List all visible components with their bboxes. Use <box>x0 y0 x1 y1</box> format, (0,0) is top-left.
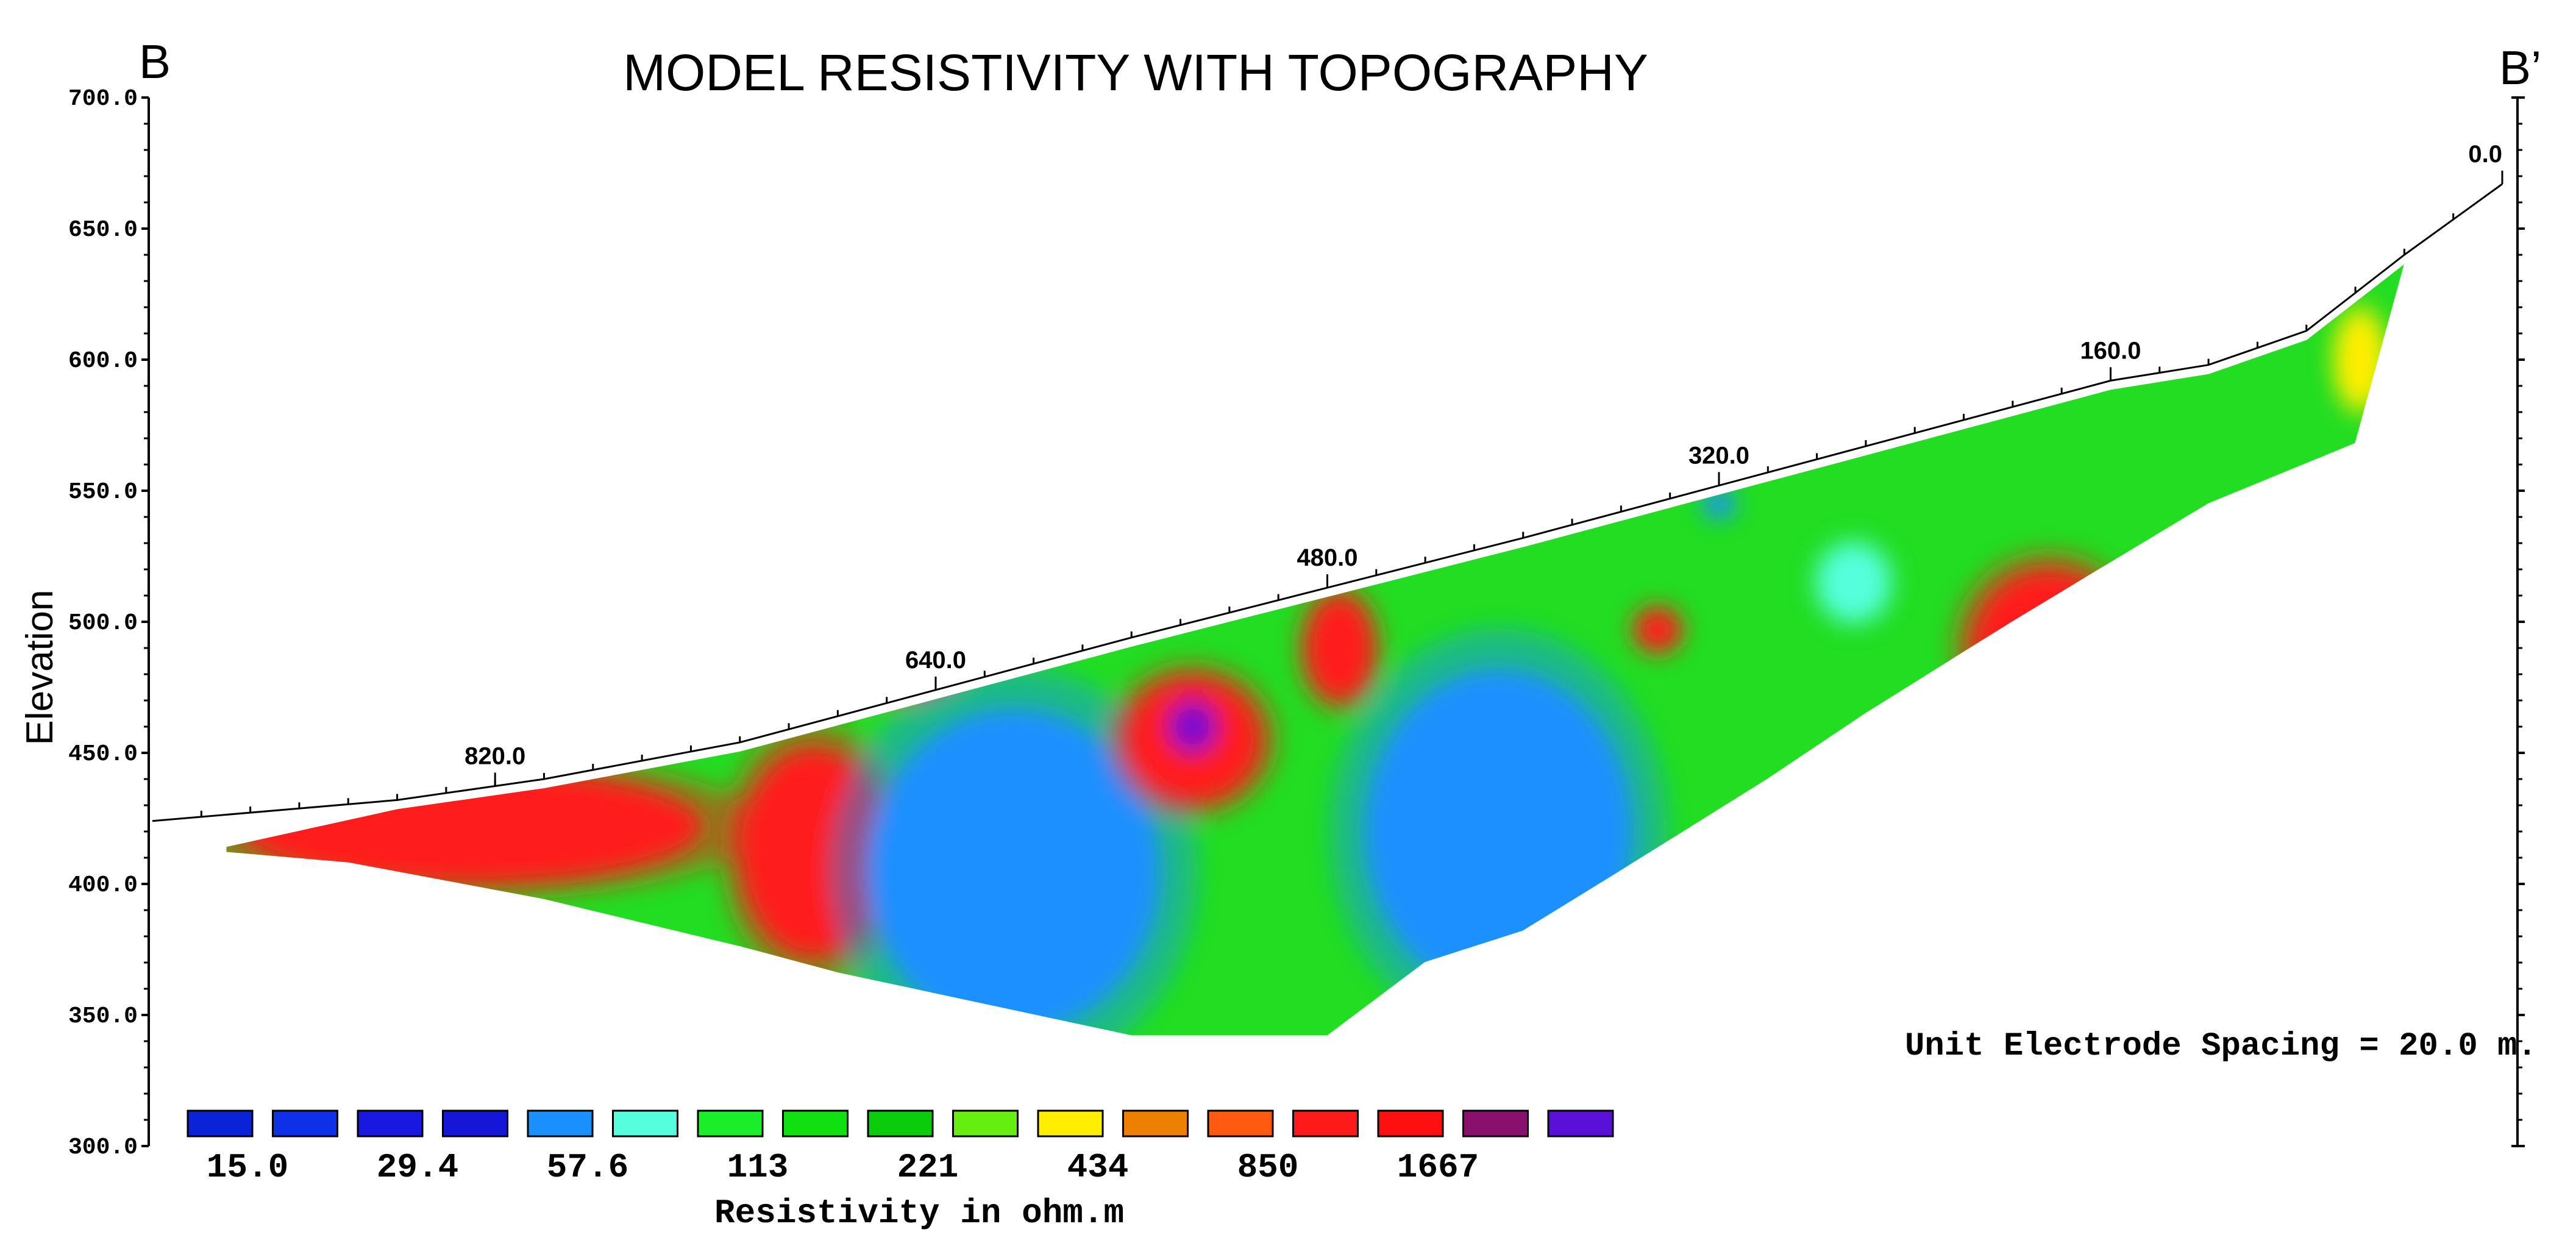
legend-title: Resistivity in ohm.m <box>714 1194 1124 1233</box>
legend-swatch <box>1037 1109 1104 1138</box>
y-tick-label: 400.0 <box>68 872 138 899</box>
legend-swatch <box>697 1109 764 1138</box>
legend-swatch <box>612 1109 678 1138</box>
distance-label: 480.0 <box>1297 544 1357 571</box>
legend-swatch <box>527 1109 594 1138</box>
legend-label: 113 <box>727 1148 789 1187</box>
legend-label: 850 <box>1237 1148 1299 1187</box>
legend-label: 434 <box>1067 1148 1129 1187</box>
legend-swatch <box>1547 1109 1614 1138</box>
legend-swatch <box>1292 1109 1359 1138</box>
y-tick-label: 650.0 <box>68 217 138 243</box>
resistivity-zone <box>1305 596 1374 700</box>
distance-label: 640.0 <box>905 647 966 674</box>
legend-label: 15.0 <box>207 1148 288 1187</box>
legend-swatch <box>442 1109 508 1138</box>
legend-label: 221 <box>897 1148 959 1187</box>
legend-swatch <box>1122 1109 1189 1138</box>
resistivity-zone <box>1364 669 1634 994</box>
legend-swatch <box>1462 1109 1529 1138</box>
model-outline <box>225 262 2405 1037</box>
y-tick-label: 450.0 <box>68 741 138 767</box>
resistivity-zone <box>1819 546 1888 619</box>
legend-label: 57.6 <box>547 1148 628 1187</box>
legend-swatch <box>1207 1109 1274 1138</box>
y-axis-right <box>2511 96 2519 1147</box>
y-tick-label: 500.0 <box>68 610 138 636</box>
legend-swatch <box>272 1109 338 1138</box>
legend-swatch <box>952 1109 1019 1138</box>
section-end-label: B’ <box>2499 41 2541 94</box>
y-tick-label: 300.0 <box>68 1134 138 1161</box>
distance-label: 0.0 <box>2468 141 2502 168</box>
chart-title: MODEL RESISTIVITY WITH TOPOGRAPHY <box>623 44 1648 101</box>
y-tick-label: 550.0 <box>68 479 138 505</box>
resistivity-zone <box>1635 608 1680 651</box>
legend-label: 29.4 <box>377 1148 458 1187</box>
section-start-label: B <box>139 35 171 88</box>
resistivity-zone <box>2335 312 2385 407</box>
distance-label: 160.0 <box>2080 337 2141 364</box>
resistivity-zone <box>2243 532 2380 564</box>
y-tick-label: 600.0 <box>68 348 138 374</box>
legend-swatch <box>187 1109 254 1138</box>
resistivity-zone <box>238 768 703 884</box>
resistivity-zone <box>867 708 1161 1034</box>
electrode-spacing-note: Unit Electrode Spacing = 20.0 m. <box>1905 1028 2537 1065</box>
resistivity-zone-halo <box>2226 529 2397 568</box>
legend-swatch <box>867 1109 934 1138</box>
legend-swatch <box>782 1109 849 1138</box>
distance-label: 320.0 <box>1688 442 1749 469</box>
resistivity-zone <box>1170 703 1215 750</box>
y-tick-label: 350.0 <box>68 1003 138 1030</box>
resistivity-zone <box>1704 491 1734 517</box>
legend-swatch <box>357 1109 424 1138</box>
distance-label: 820.0 <box>464 742 525 769</box>
resistivity-zone <box>1971 569 2128 727</box>
legend-label: 1667 <box>1397 1148 1479 1187</box>
y-axis-label: Elevation <box>19 589 61 745</box>
legend-swatch <box>1377 1109 1444 1138</box>
y-tick-label: 700.0 <box>68 86 138 112</box>
